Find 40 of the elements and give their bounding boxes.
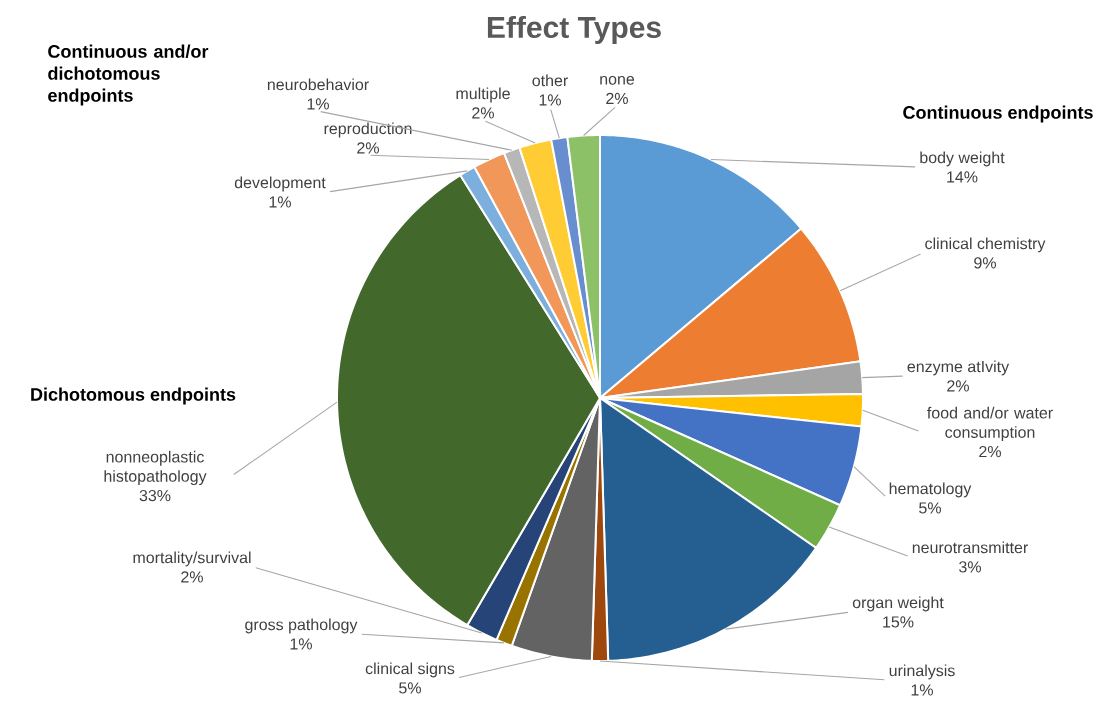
slice-label: reproduction [324,122,412,138]
data-label: 14% [947,171,978,183]
data-label: 2% [357,142,379,154]
slice-label: clinical chemistry [925,237,1046,253]
data-label: 1% [307,98,329,110]
slice-label: mortality/survival [133,551,251,567]
slice-label: urinalysis [889,664,955,680]
data-label: 2% [947,380,969,392]
data-label: 2% [181,571,203,583]
data-label: 1% [539,94,561,106]
slice-label: hematology [889,482,972,498]
data-label: 15% [883,616,914,628]
data-label: 5% [919,502,941,514]
data-label: 2% [979,445,1001,458]
data-label: 9% [974,257,996,269]
text: Continuous endpoints [903,105,1093,123]
slice-label: clinical signs [365,662,455,678]
chart-title: Effect Types [487,16,661,44]
slice-label: neurobehavior [267,78,369,91]
data-label: 2% [606,92,628,104]
slice-label: neurotransmitter [912,541,1028,554]
slice-label: organ weight [852,596,944,612]
slice-label: other [532,74,568,87]
text: Continuous and/or dichotomous endpoints [48,44,209,106]
slice-label: enzyme atIvity [907,360,1010,376]
slice-label: gross pathology [245,618,358,634]
data-label: 3% [959,561,981,573]
data-label: 33% [139,489,171,502]
slice-label: food and/or water consumption [927,406,1053,442]
data-label: 5% [399,682,421,694]
data-label: 1% [290,638,312,650]
data-label: 1% [911,684,933,696]
slice-label: development [234,176,326,192]
slice-label: none [600,75,635,85]
data-label: 2% [472,107,494,119]
slice-label: body weight [920,151,1005,167]
slice-label: multiple [456,87,510,103]
data-label: 1% [269,196,291,208]
slice-label: nonneoplastic histopathology [104,450,207,486]
text: Dichotomous endpoints [31,387,236,405]
